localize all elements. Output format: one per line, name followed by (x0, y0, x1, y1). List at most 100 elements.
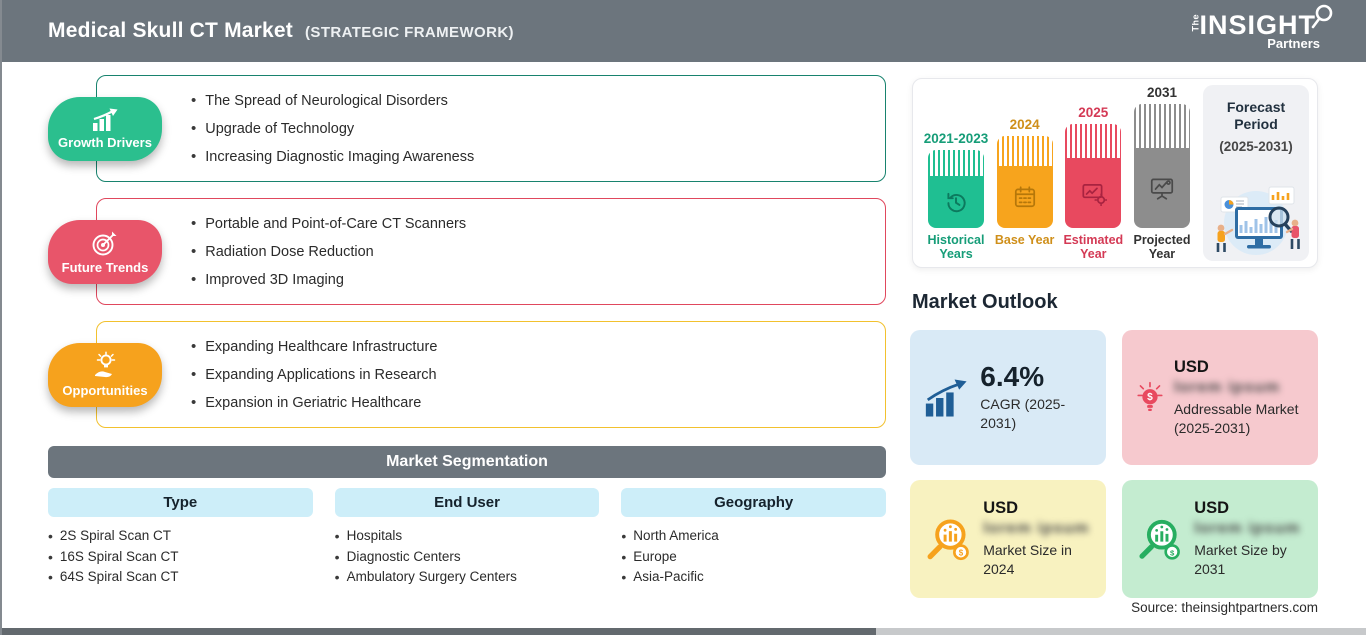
list-item: Expanding Healthcare Infrastructure (191, 333, 885, 361)
bar-body (996, 166, 1053, 228)
header-title-group: Medical Skull CT Market (STRATEGIC FRAME… (48, 19, 514, 43)
svg-text:$: $ (959, 549, 964, 558)
bar-stripes (1133, 104, 1190, 148)
timeline-year-label: 2021-2023 (923, 131, 989, 146)
market-size-2024-card: $ USD lorem ipsum Market Size in 2024 (910, 480, 1106, 598)
list-item: Asia-Pacific (621, 567, 886, 588)
market-segmentation-header: Market Segmentation (48, 446, 886, 478)
calendar-icon (1014, 186, 1035, 208)
insight-partners-logo: The INSIGHT Partners (1190, 4, 1336, 50)
bar-body (928, 176, 984, 228)
future-trends-box: Portable and Point-of-Care CT Scanners R… (96, 198, 886, 305)
list-item: Radiation Dose Reduction (191, 238, 885, 266)
card-caption: Market Size by 2031 (1194, 542, 1287, 577)
bar-projected (1133, 104, 1190, 228)
header-bar: Medical Skull CT Market (STRATEGIC FRAME… (0, 0, 1366, 62)
list-item: Upgrade of Technology (191, 115, 885, 143)
timeline-year-label: 2024 (1009, 117, 1040, 132)
growth-drivers-label: Growth Drivers (58, 135, 152, 150)
timeline-caption: Estimated Year (1063, 233, 1124, 261)
projection-screen-icon (1150, 178, 1174, 200)
segmentation-column-enduser: End User Hospitals Diagnostic Centers Am… (334, 488, 600, 588)
future-trends-section: Future Trends Portable and Point-of-Care… (48, 198, 886, 305)
magnifier-icon (1311, 4, 1333, 28)
opportunities-label: Opportunities (62, 383, 148, 398)
future-trends-label: Future Trends (61, 260, 149, 275)
analytics-illustration (1216, 186, 1300, 255)
list-item: Portable and Point-of-Care CT Scanners (191, 210, 885, 238)
hand-bulb-icon (95, 351, 116, 378)
timeline-bar-historical: 2021-2023 Historical Years (923, 131, 989, 261)
bar-historical (928, 150, 984, 228)
list-item: Expanding Applications in Research (191, 361, 885, 389)
page-subtitle: (STRATEGIC FRAMEWORK) (305, 24, 514, 41)
future-trends-badge: Future Trends (48, 219, 162, 284)
growth-drivers-box: The Spread of Neurological Disorders Upg… (96, 75, 886, 182)
enduser-list: Hospitals Diagnostic Centers Ambulatory … (335, 526, 600, 588)
bar-body (1133, 148, 1190, 228)
list-item: 2S Spiral Scan CT (48, 526, 313, 547)
svg-text:$: $ (1147, 392, 1153, 403)
forecast-period-title: Forecast Period (1226, 99, 1286, 132)
timeline-bar-projected: 2031 Projected Year (1131, 85, 1193, 261)
timeline-bar-base: 2024 Base Year (994, 117, 1056, 261)
timeline-caption: Historical Years (927, 233, 985, 261)
logo-insight-text: INSIGHT (1199, 10, 1316, 40)
svg-text:$: $ (1170, 548, 1175, 557)
addressable-text-block: USD lorem ipsum Addressable Market (2025… (1174, 358, 1304, 438)
footer-strip-dark (0, 628, 876, 635)
framework-sections: Growth Drivers The Spread of Neurologica… (48, 75, 886, 444)
dollar-bulb-icon: $ (1137, 381, 1163, 411)
history-clock-icon (947, 192, 966, 213)
estimate-chart-icon (1082, 184, 1108, 206)
growth-chart-icon (93, 108, 118, 131)
size-2031-text-block: USD lorem ipsum Market Size by 2031 (1194, 499, 1304, 579)
size-2024-text-block: USD lorem ipsum Market Size in 2024 (983, 499, 1092, 579)
list-item: The Spread of Neurological Disorders (191, 87, 885, 115)
opportunities-box: Expanding Healthcare Infrastructure Expa… (96, 321, 886, 428)
bar-estimated (1065, 124, 1122, 228)
footer-strip-light (876, 628, 1366, 635)
currency-label: USD (1173, 357, 1209, 376)
source-attribution: Source: theinsightpartners.com (1131, 600, 1318, 615)
target-dart-icon (92, 231, 117, 256)
cagr-caption: CAGR (2025-2031) (980, 396, 1066, 431)
growth-drivers-badge: Growth Drivers (48, 96, 162, 161)
timeline-bars: 2021-2023 Historical Years 2024 (923, 85, 1195, 261)
list-item: Ambulatory Surgery Centers (335, 567, 600, 588)
addressable-market-card: $ USD lorem ipsum Addressable Market (20… (1122, 330, 1318, 465)
bar-stripes (928, 150, 984, 176)
list-item: Hospitals (335, 526, 600, 547)
magnifier-chart-green-icon: $ (1139, 519, 1180, 560)
list-item: 16S Spiral Scan CT (48, 547, 313, 568)
currency-label: USD (1194, 499, 1230, 517)
geography-list: North America Europe Asia-Pacific (621, 526, 886, 588)
segmentation-column-geography: Geography North America Europe Asia-Paci… (621, 488, 887, 588)
bar-base (996, 136, 1053, 228)
masked-value: lorem ipsum (1173, 378, 1281, 396)
market-outlook-title: Market Outlook (912, 291, 1058, 313)
masked-value: lorem ipsum (983, 520, 1090, 537)
list-item: Improved 3D Imaging (191, 266, 885, 294)
currency-label: USD (983, 499, 1019, 517)
opportunities-badge: Opportunities (48, 342, 162, 407)
card-caption: Market Size in 2024 (983, 542, 1072, 577)
cagr-text-block: 6.4% CAGR (2025-2031) (980, 362, 1092, 433)
magnifier-chart-orange-icon: $ (927, 519, 969, 561)
market-size-2031-card: $ USD lorem ipsum Market Size by 2031 (1122, 480, 1318, 598)
forecast-period-panel: Forecast Period (2025-2031) (1203, 85, 1309, 261)
timeline-caption: Base Year (994, 233, 1055, 247)
type-list: 2S Spiral Scan CT 16S Spiral Scan CT 64S… (48, 526, 313, 588)
timeline-bar-estimated: 2025 Estimated Year (1062, 105, 1124, 261)
timeline-year-label: 2031 (1146, 85, 1177, 100)
list-item: Expansion in Geriatric Healthcare (191, 389, 885, 417)
opportunities-section: Opportunities Expanding Healthcare Infra… (48, 321, 886, 428)
forecast-timeline-card: 2021-2023 Historical Years 2024 (912, 78, 1318, 268)
column-header-geography: Geography (621, 488, 887, 517)
logo-the-text: The (1190, 13, 1201, 32)
bar-body (1065, 158, 1122, 228)
forecast-period-range: (2025-2031) (1219, 139, 1293, 154)
cagr-card: 6.4% CAGR (2025-2031) (910, 330, 1106, 465)
cagr-value: 6.4% (980, 361, 1045, 392)
